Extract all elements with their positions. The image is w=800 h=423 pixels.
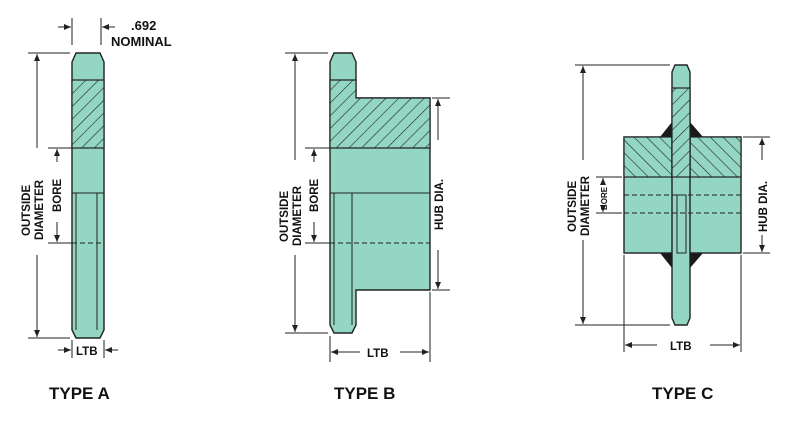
od-label-diameter: DIAMETER: [292, 185, 304, 246]
od-label-outside: OUTSIDE: [567, 181, 579, 232]
od-label-diameter: DIAMETER: [580, 175, 592, 236]
hub-dia-label: HUB DIA.: [758, 181, 770, 232]
bore-label: BORE: [600, 186, 609, 210]
od-label-diameter: DIAMETER: [34, 179, 46, 240]
nominal-value: .692: [131, 18, 156, 33]
type-b-hatch: [329, 79, 431, 149]
hub-dia-label: HUB DIA.: [434, 179, 446, 230]
type-c-title: TYPE C: [652, 384, 713, 403]
type-a-hatch: [71, 79, 105, 149]
type-b-drawing: OUTSIDE DIAMETER BORE HUB DIA. LTB TYPE …: [279, 52, 450, 403]
bore-label: BORE: [309, 178, 321, 212]
ltb-label: LTB: [367, 348, 389, 360]
nominal-text: NOMINAL: [111, 34, 172, 49]
type-a-drawing: .692 NOMINAL OUTSIDE DIAMETER BORE LTB T…: [21, 18, 172, 403]
od-label-outside: OUTSIDE: [279, 191, 291, 242]
od-label-outside: OUTSIDE: [21, 185, 33, 236]
type-b-title: TYPE B: [334, 384, 395, 403]
type-a-title: TYPE A: [49, 384, 110, 403]
type-c-drawing: OUTSIDE DIAMETER BORE HUB DIA. LTB TYPE …: [567, 64, 770, 403]
ltb-label: LTB: [76, 346, 98, 358]
ltb-label: LTB: [670, 341, 692, 353]
bore-label: BORE: [52, 178, 64, 212]
